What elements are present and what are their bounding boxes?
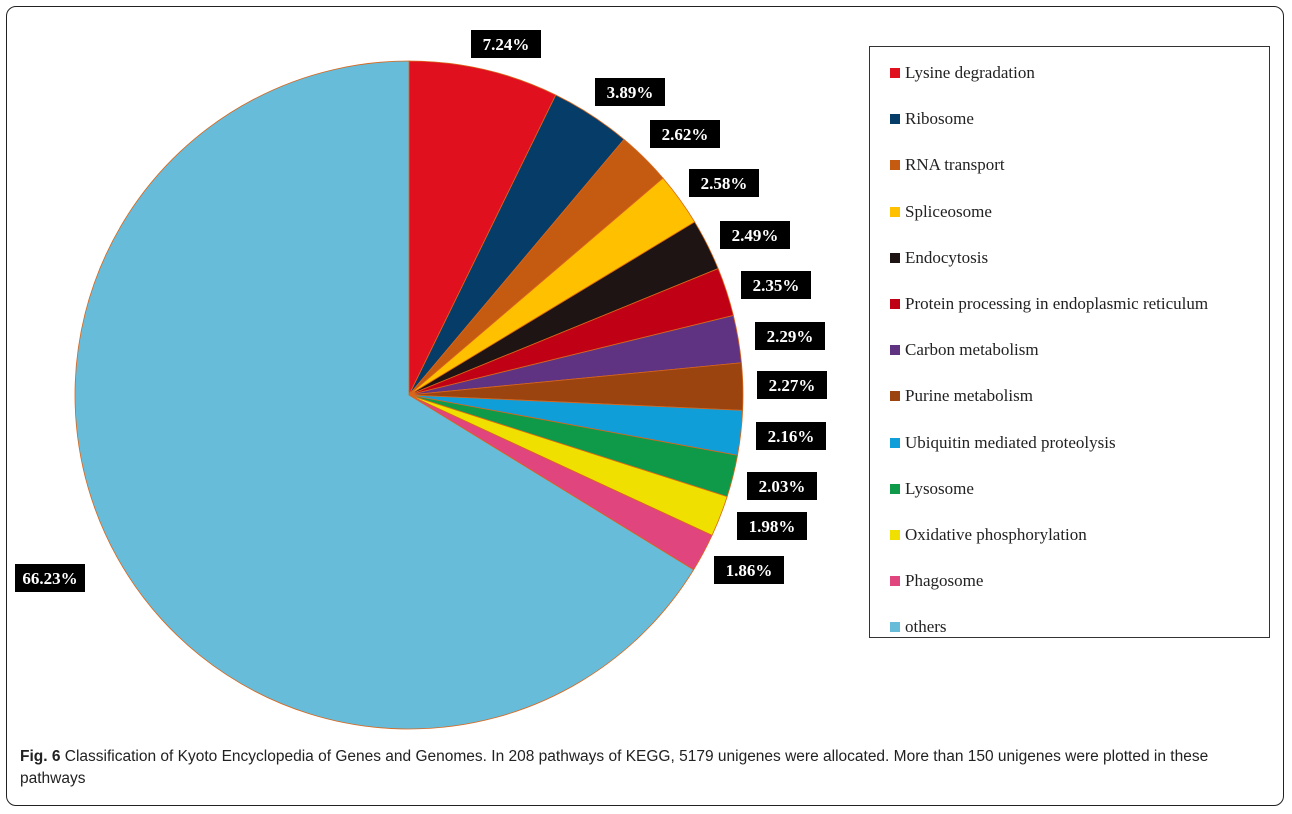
legend-label: RNA transport: [905, 155, 1005, 175]
pie-slices: [74, 60, 744, 730]
data-label-text: 66.23%: [22, 569, 77, 588]
legend-label: Endocytosis: [905, 247, 989, 267]
figure-caption: Fig. 6 Classification of Kyoto Encyclope…: [20, 746, 1270, 790]
legend-item-lysine-degradation: Lysine degradation: [890, 62, 1035, 84]
legend-label: Lysine degradation: [905, 63, 1035, 82]
data-label-box: [471, 30, 541, 58]
legend-swatch: [890, 345, 900, 356]
pie-labels: 7.24% 3.89% 2.62% 2.58% 2.49% 2.35% 2.29% 2.27%…: [15, 30, 827, 592]
legend-item-ribosome: Ribosome: [890, 108, 974, 130]
data-label-text: 7.24%: [483, 35, 530, 54]
legend-item-spliceosome: Spliceosome: [890, 201, 992, 223]
data-label-ribosome: 3.89%: [595, 78, 665, 106]
legend-item-lysosome: Lysosome: [890, 478, 974, 500]
data-label-carbon-metabolism: 2.29%: [755, 322, 825, 350]
data-label-box: [741, 271, 811, 299]
data-label-ubiquitin-mediated-proteolysis: 2.16%: [756, 422, 826, 450]
data-label-endocytosis: 2.49%: [720, 221, 790, 249]
legend-item-oxidative-phosphorylation: Oxidative phosphorylation: [890, 524, 1087, 546]
data-label-others: 66.23%: [15, 564, 85, 592]
caption-text: Classification of Kyoto Encyclopedia of …: [20, 748, 1209, 787]
legend-label: Spliceosome: [905, 201, 992, 221]
legend-swatch: [890, 622, 900, 633]
data-label-rna-transport: 2.62%: [650, 120, 720, 148]
legend-item-ubiquitin-mediated-proteolysis: Ubiquitin mediated proteolysis: [890, 432, 1116, 454]
legend-swatch: [890, 391, 900, 402]
legend-label: Purine metabolism: [905, 386, 1033, 406]
legend-item-others: others: [890, 616, 947, 638]
data-label-text: 2.58%: [701, 174, 748, 193]
legend-item-purine-metabolism: Purine metabolism: [890, 385, 1033, 407]
data-label-box: [757, 371, 827, 399]
legend-swatch: [890, 299, 900, 309]
legend-swatch: [890, 576, 900, 587]
legend-label: others: [905, 617, 947, 637]
data-label-text: 2.27%: [769, 376, 816, 395]
legend-swatch: [890, 483, 900, 494]
data-label-text: 2.62%: [662, 125, 709, 144]
data-label-lysine-degradation: 7.24%: [471, 30, 541, 58]
legend-swatch: [890, 206, 900, 217]
data-label-spliceosome: 2.58%: [689, 169, 759, 197]
data-label-oxidative-phosphorylation: 1.98%: [737, 512, 807, 540]
data-label-box: [714, 556, 784, 584]
legend-item-protein-processing-in-endoplasmic-reticulum: Protein processing in endoplasmic reticu…: [890, 293, 1208, 315]
legend-label: Protein processing in endoplasmic reticu…: [905, 294, 1209, 313]
data-label-box: [756, 422, 826, 450]
data-label-box: [737, 512, 807, 540]
legend-item-phagosome: Phagosome: [890, 570, 983, 592]
legend-swatch: [890, 530, 900, 540]
data-label-box: [720, 221, 790, 249]
data-label-text: 2.49%: [732, 226, 779, 245]
data-label-box: [755, 322, 825, 350]
legend: Lysine degradation Ribosome RNA transport S…: [869, 46, 1270, 638]
data-label-text: 1.86%: [726, 561, 773, 580]
legend-swatch: [890, 252, 900, 263]
legend-item-endocytosis: Endocytosis: [890, 247, 988, 269]
legend-label: Ubiquitin mediated proteolysis: [905, 432, 1116, 452]
data-label-text: 2.29%: [767, 327, 814, 346]
data-label-text: 3.89%: [607, 83, 654, 102]
legend-swatch: [890, 68, 900, 78]
data-label-purine-metabolism: 2.27%: [757, 371, 827, 399]
legend-item-rna-transport: RNA transport: [890, 154, 1005, 176]
data-label-box: [689, 169, 759, 197]
data-label-text: 2.16%: [768, 427, 815, 446]
data-label-protein-processing-in-endoplasmic-reticulum: 2.35%: [741, 271, 811, 299]
data-label-lysosome: 2.03%: [747, 472, 817, 500]
legend-label: Oxidative phosphorylation: [905, 525, 1087, 544]
legend-label: Ribosome: [905, 109, 974, 129]
data-label-box: [650, 120, 720, 148]
pie-slice-others: [74, 60, 695, 730]
legend-label: Phagosome: [905, 571, 984, 591]
legend-swatch: [890, 114, 900, 125]
data-label-text: 2.35%: [753, 276, 800, 295]
data-label-text: 1.98%: [749, 517, 796, 536]
data-label-box: [15, 564, 85, 592]
legend-item-carbon-metabolism: Carbon metabolism: [890, 339, 1039, 361]
data-label-box: [595, 78, 665, 106]
legend-label: Carbon metabolism: [905, 340, 1039, 360]
legend-label: Lysosome: [905, 478, 974, 498]
data-label-phagosome: 1.86%: [714, 556, 784, 584]
data-label-box: [747, 472, 817, 500]
caption-label: Fig. 6: [20, 748, 61, 765]
legend-swatch: [890, 160, 900, 171]
legend-swatch: [890, 437, 900, 448]
pie-slice-lysine-degradation: [408, 60, 557, 396]
data-label-text: 2.03%: [759, 477, 806, 496]
